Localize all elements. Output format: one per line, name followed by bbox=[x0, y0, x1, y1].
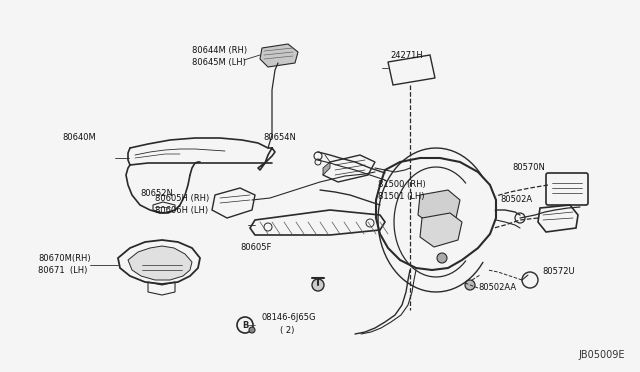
Circle shape bbox=[465, 280, 475, 290]
Text: 80502A: 80502A bbox=[500, 196, 532, 205]
Text: 80605F: 80605F bbox=[240, 244, 271, 253]
Polygon shape bbox=[323, 162, 330, 175]
Polygon shape bbox=[128, 246, 192, 280]
Polygon shape bbox=[260, 44, 298, 67]
Text: 80572U: 80572U bbox=[542, 267, 575, 276]
Text: ( 2): ( 2) bbox=[280, 326, 294, 334]
Text: 80640M: 80640M bbox=[62, 132, 96, 141]
Text: 08146-6J65G: 08146-6J65G bbox=[262, 314, 317, 323]
Text: 80644M (RH): 80644M (RH) bbox=[192, 45, 247, 55]
Text: B: B bbox=[242, 321, 248, 330]
Circle shape bbox=[249, 327, 255, 333]
Text: 80606H (LH): 80606H (LH) bbox=[155, 205, 208, 215]
Text: 81500 (RH): 81500 (RH) bbox=[378, 180, 426, 189]
Text: 81501 (LH): 81501 (LH) bbox=[378, 192, 424, 202]
Text: 80670M(RH): 80670M(RH) bbox=[38, 253, 91, 263]
Circle shape bbox=[437, 253, 447, 263]
Text: 80605H (RH): 80605H (RH) bbox=[155, 193, 209, 202]
Circle shape bbox=[312, 279, 324, 291]
Polygon shape bbox=[420, 213, 462, 247]
Text: 80645M (LH): 80645M (LH) bbox=[192, 58, 246, 67]
Text: JB05009E: JB05009E bbox=[579, 350, 625, 360]
Text: 80671  (LH): 80671 (LH) bbox=[38, 266, 88, 275]
Text: 24271H: 24271H bbox=[390, 51, 423, 60]
Polygon shape bbox=[418, 190, 460, 225]
Text: 80570N: 80570N bbox=[512, 164, 545, 173]
Text: 80654N: 80654N bbox=[263, 132, 296, 141]
Text: 80652N: 80652N bbox=[140, 189, 173, 198]
Text: 80502AA: 80502AA bbox=[478, 283, 516, 292]
